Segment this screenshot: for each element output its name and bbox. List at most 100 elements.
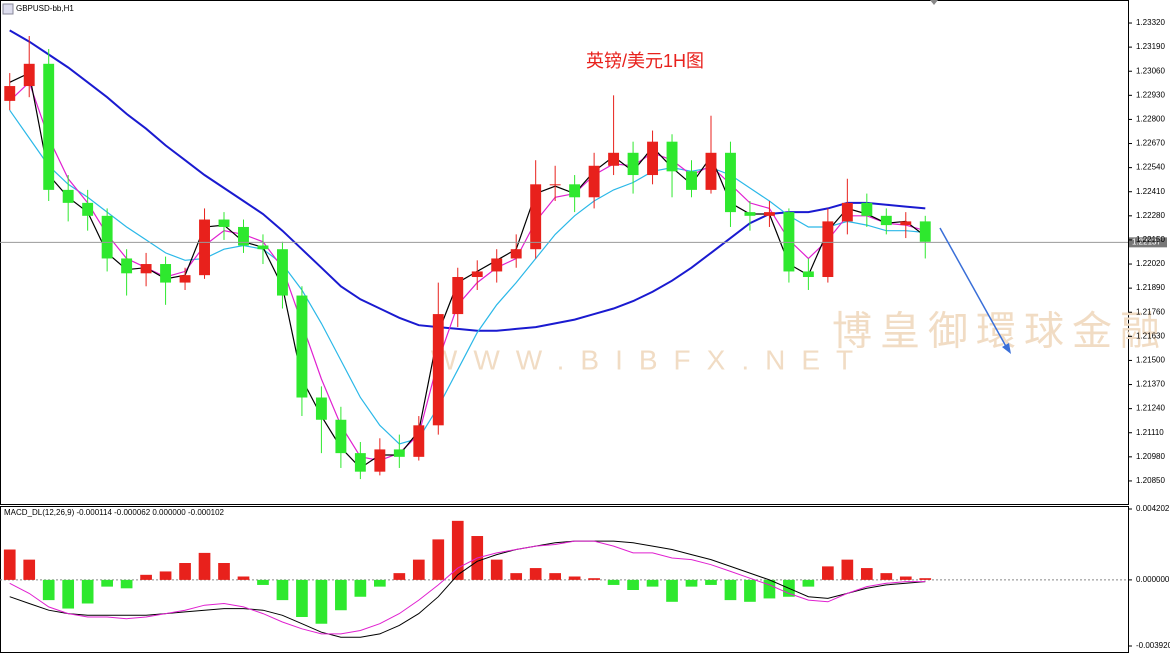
last-price-label: 1.22137: [1132, 237, 1161, 246]
candle-body: [569, 184, 581, 198]
histogram-bar: [724, 579, 737, 601]
candle-body: [919, 221, 931, 242]
y-tick-label: 1.21890: [1136, 283, 1165, 292]
candle-body: [296, 295, 308, 398]
candle-body: [686, 171, 697, 190]
y-tick-label: 1.22670: [1136, 139, 1165, 148]
histogram-bar: [510, 573, 523, 580]
candle-body: [452, 277, 464, 315]
histogram-bar: [120, 579, 133, 589]
last-price-box: [1129, 237, 1167, 248]
candle-body: [82, 202, 94, 216]
candle-body: [783, 212, 795, 272]
y-tick-label: 1.22020: [1136, 259, 1165, 268]
histogram-bar: [744, 579, 756, 602]
histogram-bar: [374, 579, 386, 587]
histogram-bar: [140, 574, 152, 580]
candle-body: [101, 215, 113, 259]
candle-body: [744, 212, 756, 216]
y-tick-label: 0.000000: [1136, 575, 1170, 584]
candle-body: [179, 275, 191, 283]
histogram-bar: [198, 552, 211, 580]
candle-body: [647, 141, 659, 176]
y-tick-label: 1.20980: [1136, 452, 1165, 461]
candle-body: [393, 449, 405, 457]
candle-body: [23, 63, 35, 87]
histogram-bar: [432, 539, 445, 580]
y-tick-label: 1.22930: [1136, 90, 1165, 99]
histogram-bar: [237, 576, 250, 580]
candle-body: [62, 189, 74, 203]
y-tick-label: 0.004202: [1136, 504, 1170, 513]
candle-body: [763, 212, 775, 216]
watermark-url: WWW.BIBFX.NET: [431, 344, 869, 375]
y-tick-label: 1.23060: [1136, 66, 1165, 75]
histogram-bar: [62, 579, 75, 609]
candle-body: [160, 264, 172, 283]
histogram-bar: [101, 579, 113, 587]
candle-body: [43, 63, 55, 190]
y-tick-label: 1.21500: [1136, 356, 1165, 365]
histogram-bar: [841, 559, 854, 580]
price-pane: [0, 0, 1129, 505]
histogram-bar: [880, 573, 893, 580]
candle-body: [880, 215, 892, 226]
histogram-bar: [899, 576, 912, 580]
candle-body: [238, 226, 249, 246]
y-tick-label: 1.21760: [1136, 307, 1165, 316]
candle-body: [374, 449, 386, 472]
histogram-bar: [802, 579, 815, 587]
chart-annotation: 英镑/美元1H图: [586, 51, 704, 71]
y-tick-label: 1.21240: [1136, 404, 1165, 413]
y-tick-label: 1.22800: [1136, 115, 1165, 124]
candle-body: [510, 249, 522, 259]
candle-body: [432, 314, 444, 426]
candle-body: [413, 425, 425, 457]
y-tick-label: 1.22280: [1136, 211, 1165, 220]
histogram-bar: [705, 579, 717, 585]
histogram-bar: [919, 578, 932, 580]
histogram-bar: [276, 579, 289, 601]
y-tick-label: 1.23190: [1136, 42, 1165, 51]
candle-body: [666, 141, 678, 172]
histogram-bar: [218, 563, 230, 580]
candle-body: [822, 221, 834, 278]
watermark: 博皇御環球金融: [832, 310, 1168, 354]
histogram-bar: [393, 573, 406, 580]
candle-body: [705, 152, 717, 190]
histogram-bar: [666, 579, 678, 602]
candle-body: [841, 202, 853, 222]
histogram-bar: [296, 579, 308, 617]
histogram-bar: [568, 576, 581, 580]
candle-body: [4, 86, 16, 101]
candle-body: [121, 258, 133, 274]
shift-marker: [930, 0, 938, 5]
histogram-bar: [23, 559, 36, 580]
histogram-bar: [822, 566, 834, 580]
histogram-bar: [3, 549, 16, 580]
histogram-bar: [529, 568, 542, 580]
plot: 1.22137: [0, 29, 1167, 638]
candle-body: [608, 152, 620, 166]
candle-body: [491, 258, 503, 272]
arrow-head: [1002, 343, 1011, 354]
candle-body: [335, 419, 347, 454]
macd-line: [9, 540, 926, 635]
candle-body: [627, 152, 639, 176]
histogram-bar: [607, 579, 620, 585]
symbol-icon: [2, 3, 14, 15]
histogram-bar: [549, 573, 561, 580]
candle-body: [140, 264, 152, 274]
candle-body: [276, 249, 288, 296]
histogram-bar: [627, 579, 639, 590]
histogram-bar: [81, 579, 94, 604]
histogram-bar: [588, 578, 600, 580]
histogram-bar: [315, 579, 328, 624]
histogram-bar: [179, 563, 191, 580]
histogram-bar: [490, 559, 503, 580]
candle-body: [588, 165, 600, 198]
candle-body: [257, 245, 269, 250]
candle-body: [315, 397, 327, 420]
moving-average: [9, 109, 926, 445]
